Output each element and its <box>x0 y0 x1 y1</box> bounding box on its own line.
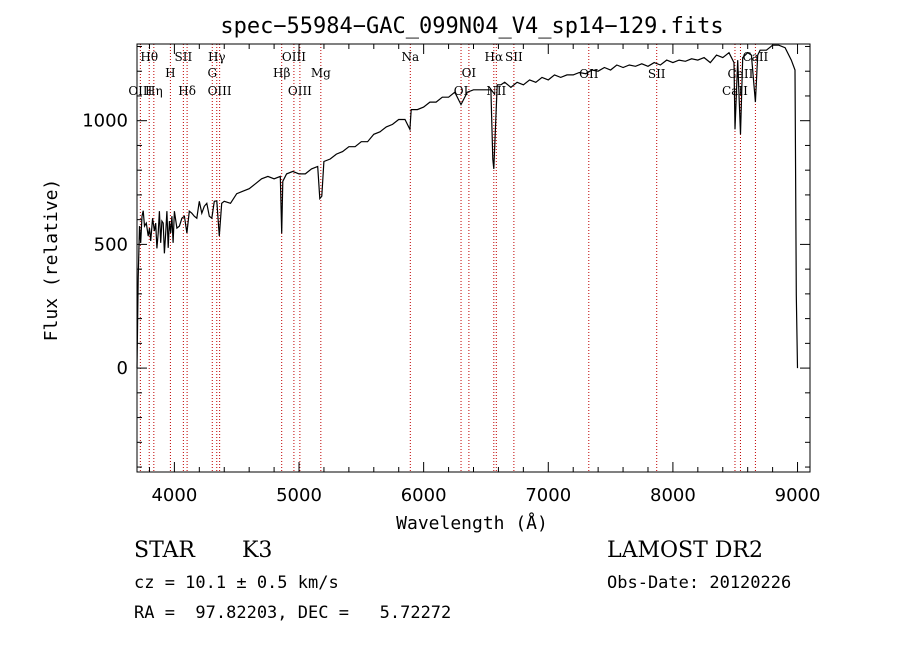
spectral-line-label: Hβ <box>273 66 290 80</box>
spectral-line-label: CaII <box>742 50 768 64</box>
spectral-line-label: Na <box>401 50 419 64</box>
spectral-line-label: H <box>165 66 175 80</box>
x-tick-label: 7000 <box>525 485 571 506</box>
coordinates: RA = 97.82203, DEC = 5.72272 <box>134 603 452 623</box>
chart-title: spec−55984−GAC_099N04_V4_sp14−129.fits <box>220 14 723 39</box>
y-axis-label: Flux (relative) <box>41 179 62 342</box>
spectral-line-label: OIII <box>208 84 232 98</box>
spectral-line-label: SII <box>505 50 523 64</box>
y-axis-ticks: 0 500 1000 <box>82 45 810 468</box>
y-tick-label: 1000 <box>82 111 128 132</box>
spectral-line-label: OI <box>454 84 469 98</box>
spectral-line-label: SII <box>175 50 193 64</box>
spectral-line-label: OIII <box>128 84 152 98</box>
object-class: STAR <box>134 538 195 563</box>
spectrum-line <box>136 44 799 369</box>
spectral-line-label: SII <box>648 67 666 81</box>
spectral-line-label: OIII <box>288 84 312 98</box>
y-tick-label: 500 <box>94 234 128 255</box>
spectral-line-label: G <box>207 66 217 80</box>
x-tick-label: 4000 <box>151 485 197 506</box>
survey-name: LAMOST DR2 <box>607 538 763 563</box>
spectral-line-label: Hθ <box>140 50 158 64</box>
spectral-line-markers <box>139 44 756 472</box>
spectral-line-label: Hη <box>145 84 163 98</box>
x-tick-label: 5000 <box>276 485 322 506</box>
x-axis-ticks: 4000 5000 6000 7000 8000 9000 <box>148 44 821 506</box>
x-tick-label: 9000 <box>775 485 821 506</box>
spectral-line-label: OII <box>579 67 599 81</box>
observation-date: Obs-Date: 20120226 <box>607 573 792 593</box>
object-subclass: K3 <box>242 538 273 563</box>
y-tick-label: 0 <box>117 358 128 379</box>
spectral-line-label: OI <box>462 66 477 80</box>
x-tick-label: 8000 <box>650 485 696 506</box>
redshift-info: cz = 10.1 ± 0.5 km/s <box>134 573 339 593</box>
plot-frame <box>136 43 811 473</box>
spectral-line-label: OIII <box>282 50 306 64</box>
spectral-line-label: Hδ <box>178 84 196 98</box>
spectral-line-label: CaII <box>728 67 754 81</box>
x-axis-label: Wavelength (Å) <box>396 512 548 534</box>
spectral-line-label: Mg <box>311 66 331 80</box>
spectral-line-label: Hα <box>485 50 504 64</box>
x-tick-label: 6000 <box>401 485 447 506</box>
spectral-line-label: Hγ <box>208 50 226 64</box>
